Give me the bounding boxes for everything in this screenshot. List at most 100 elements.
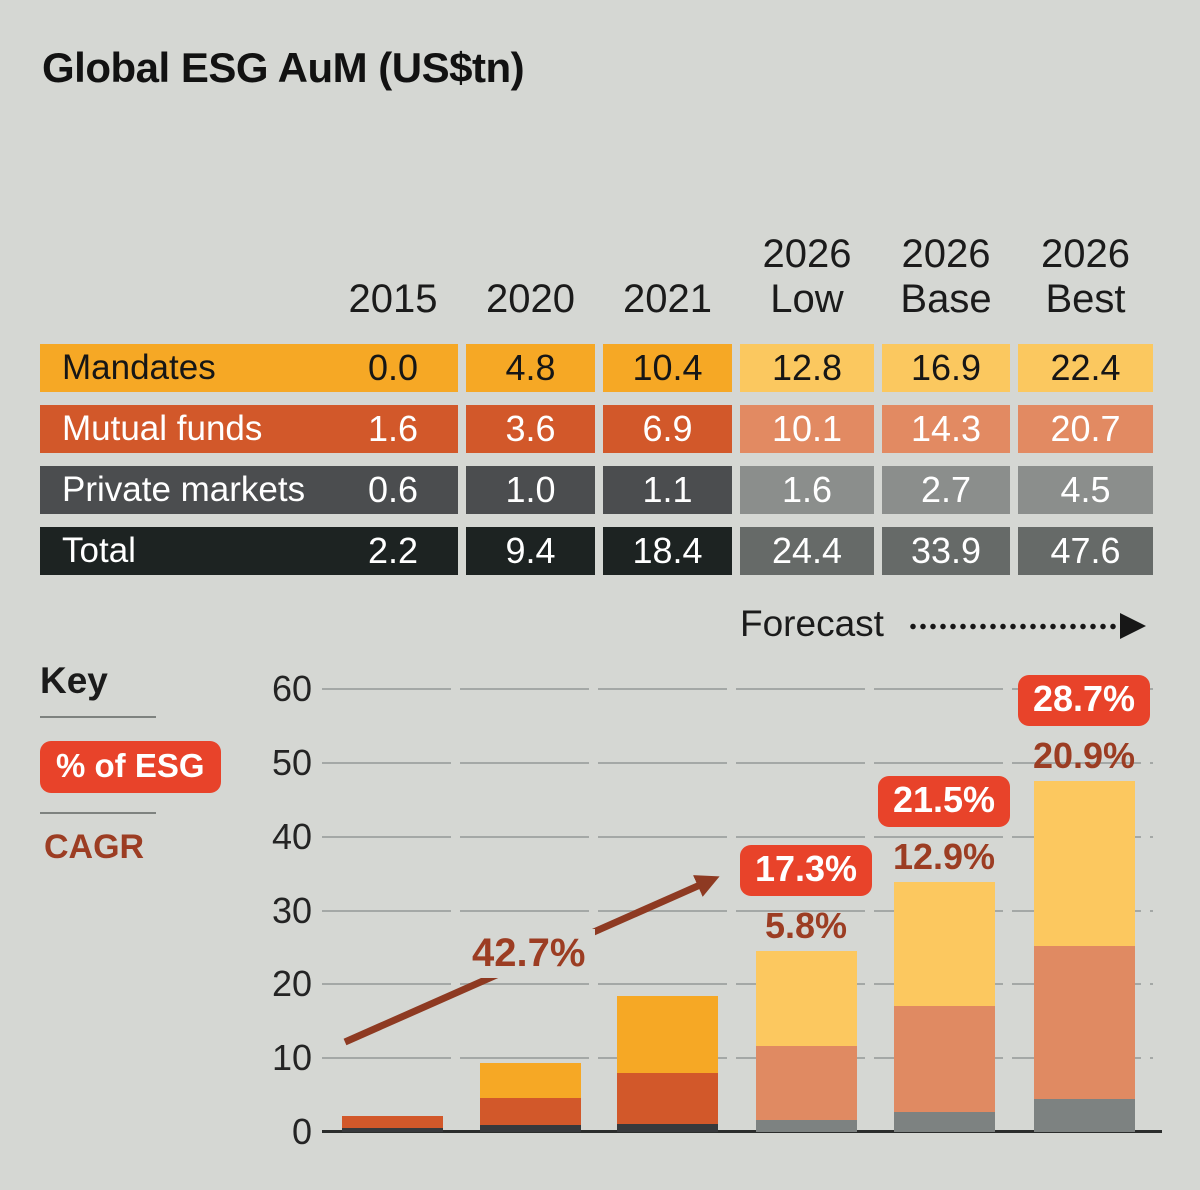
forecast-arrowhead-icon — [1120, 613, 1146, 639]
value-cell: 0.6 — [367, 469, 419, 510]
value-cell: 1.6 — [367, 408, 419, 449]
value-cell: 0.0 — [367, 347, 419, 388]
segment-private-markets — [341, 1127, 443, 1132]
bar-2026-best — [1033, 780, 1135, 1132]
col-header-2026-best: 2026 Best — [1041, 232, 1130, 322]
table-row-mutual-funds: Mutual funds 1.6 3.6 6.9 10.1 14.3 20.7 — [40, 405, 1153, 453]
table-row-mandates: Mandates 0.0 4.8 10.4 12.8 16.9 22.4 — [40, 344, 1153, 392]
key-cagr-label: CAGR — [44, 828, 145, 866]
gridline — [322, 983, 1153, 986]
y-axis-tick-label: 20 — [271, 963, 312, 1005]
row-label: Private markets — [62, 470, 306, 509]
segment-mandates — [479, 1062, 581, 1099]
segment-mutual-funds — [893, 1006, 995, 1113]
segment-mutual-funds — [616, 1072, 718, 1124]
x-axis-baseline — [322, 1130, 1162, 1133]
gridline — [322, 835, 1153, 838]
value-cell: 20.7 — [1018, 405, 1153, 453]
esg-share-badge: 28.7% — [1017, 674, 1151, 726]
gridline — [322, 688, 1153, 691]
value-cell: 4.5 — [1018, 466, 1153, 514]
row-label: Mutual funds — [62, 409, 263, 448]
segment-mandates — [893, 881, 995, 1007]
row-label-cell: Total 2.2 — [40, 527, 458, 575]
key-esg-share-badge: % of ESG — [40, 741, 221, 793]
table-header-row: 2015 2020 2021 2026 Low 2026 Base 2026 Best — [40, 222, 1153, 328]
y-axis-tick-label: 30 — [271, 889, 312, 931]
bar-2026-low — [755, 951, 857, 1132]
bar-2021 — [616, 996, 718, 1132]
key-title: Key — [40, 660, 108, 701]
table-row-private-markets: Private markets 0.6 1.0 1.1 1.6 2.7 4.5 — [40, 466, 1153, 514]
gridline — [322, 761, 1153, 764]
value-cell: 12.8 — [740, 344, 874, 392]
value-cell: 47.6 — [1018, 527, 1153, 575]
segment-mandates — [616, 996, 718, 1073]
segment-mutual-funds — [341, 1115, 443, 1128]
segment-mutual-funds — [1033, 945, 1135, 1099]
col-header-2026-low: 2026 Low — [762, 232, 852, 322]
bar-2015 — [341, 1115, 443, 1132]
row-label: Total — [62, 531, 136, 570]
row-label-cell: Private markets 0.6 — [40, 466, 458, 514]
value-cell: 10.4 — [603, 344, 732, 392]
segment-private-markets — [1033, 1098, 1135, 1132]
y-axis-tick-label: 60 — [271, 668, 312, 710]
value-cell: 18.4 — [603, 527, 732, 575]
forecast-label: Forecast — [740, 603, 884, 644]
value-cell: 4.8 — [466, 344, 595, 392]
segment-private-markets — [616, 1123, 718, 1132]
y-axis-tick-label: 10 — [271, 1037, 312, 1079]
segment-private-markets — [755, 1120, 857, 1132]
bar-labels-2026-low: 17.3% 5.8% — [706, 845, 906, 947]
bar-labels-2026-base: 21.5% 12.9% — [844, 775, 1044, 878]
value-cell: 24.4 — [740, 527, 874, 575]
col-header-spacer: 2015 — [40, 222, 458, 328]
gridline — [322, 1057, 1153, 1060]
value-cell: 2.2 — [367, 530, 419, 571]
segment-private-markets — [893, 1112, 995, 1132]
segment-private-markets — [479, 1124, 581, 1132]
key-divider — [40, 812, 156, 814]
value-cell: 22.4 — [1018, 344, 1153, 392]
col-header-2021: 2021 — [623, 277, 712, 322]
key-divider — [40, 716, 156, 718]
value-cell: 1.1 — [603, 466, 732, 514]
esg-share-badge: 17.3% — [739, 845, 873, 897]
y-axis-tick-label: 50 — [271, 741, 312, 783]
col-header-2015: 2015 — [348, 277, 438, 322]
y-axis-tick-label: 40 — [271, 815, 312, 857]
page-title: Global ESG AuM (US$tn) — [42, 44, 525, 91]
col-header-2026-base: 2026 Base — [900, 232, 992, 322]
bar-labels-2026-best: 28.7% 20.9% — [984, 674, 1184, 777]
segment-mutual-funds — [755, 1045, 857, 1121]
cagr-value-label: 12.9% — [892, 835, 996, 877]
cagr-trend-value: 42.7% — [462, 929, 596, 978]
forecast-dotted-arrow — [908, 622, 1120, 631]
table-row-total: Total 2.2 9.4 18.4 24.4 33.9 47.6 — [40, 527, 1153, 575]
col-header-2020: 2020 — [486, 277, 575, 322]
cagr-value-label: 5.8% — [764, 905, 848, 947]
value-cell: 9.4 — [466, 527, 595, 575]
value-cell: 14.3 — [882, 405, 1010, 453]
cagr-value-label: 20.9% — [1032, 734, 1136, 776]
value-cell: 1.6 — [740, 466, 874, 514]
bar-2026-base — [893, 881, 995, 1132]
row-label-cell: Mandates 0.0 — [40, 344, 458, 392]
gridline — [322, 909, 1153, 912]
bar-2020 — [479, 1062, 581, 1132]
value-cell: 6.9 — [603, 405, 732, 453]
value-cell: 16.9 — [882, 344, 1010, 392]
segment-mandates — [1033, 780, 1135, 946]
value-cell: 1.0 — [466, 466, 595, 514]
row-label-cell: Mutual funds 1.6 — [40, 405, 458, 453]
esg-share-badge: 21.5% — [877, 775, 1011, 827]
value-cell: 10.1 — [740, 405, 874, 453]
segment-mutual-funds — [479, 1098, 581, 1125]
value-cell: 33.9 — [882, 527, 1010, 575]
aum-table: 2015 2020 2021 2026 Low 2026 Base 2026 Best M… — [40, 222, 1153, 588]
y-axis-tick-label: 0 — [291, 1111, 312, 1152]
segment-mandates — [755, 951, 857, 1046]
value-cell: 3.6 — [466, 405, 595, 453]
